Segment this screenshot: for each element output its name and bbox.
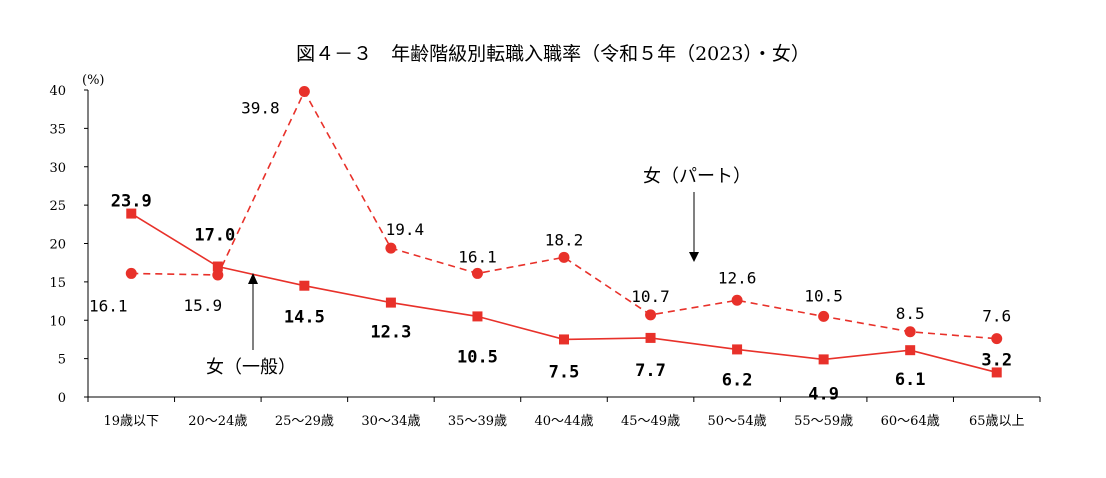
y-axis-unit-label: (%): [82, 73, 105, 88]
y-tick-label: 5: [58, 353, 66, 368]
x-tick-label: 65歳以上: [969, 414, 1025, 429]
data-label-1: 4.9: [808, 384, 839, 404]
y-tick-label: 20: [49, 238, 66, 253]
data-label-0: 12.6: [718, 268, 757, 287]
data-label-0: 39.8: [241, 99, 280, 118]
data-label-0: 8.5: [896, 304, 925, 323]
data-point-square: [472, 311, 483, 322]
data-label-1: 7.5: [549, 362, 580, 382]
y-tick-label: 0: [58, 391, 66, 406]
y-tick-label: 35: [49, 122, 66, 137]
data-point-square: [732, 344, 743, 355]
data-point-circle: [212, 269, 224, 281]
data-point-square: [126, 208, 137, 219]
y-tick-label: 10: [49, 314, 66, 329]
x-tick-label: 55～59歳: [794, 414, 853, 429]
data-label-0: 10.7: [631, 287, 670, 306]
data-label-1: 14.5: [284, 308, 325, 328]
y-tick-label: 25: [49, 199, 66, 214]
data-label-1: 3.2: [981, 350, 1012, 370]
data-point-circle: [991, 333, 1003, 345]
x-tick-label: 60～64歳: [881, 414, 940, 429]
x-tick-label: 30～34歳: [361, 414, 420, 429]
data-point-square: [991, 367, 1002, 378]
data-labels: 16.1 15.9 39.8 19.4 16.1 18.2 10.7 12.6 10.5 8.5 7…: [89, 99, 1012, 405]
data-point-circle: [558, 251, 570, 263]
data-point-square: [645, 332, 656, 343]
data-point-circle: [471, 267, 483, 279]
x-tick-label: 20～24歳: [188, 414, 247, 429]
data-point-square: [212, 261, 223, 272]
x-tick-label: 35～39歳: [448, 414, 507, 429]
data-point-circle: [385, 242, 397, 254]
data-point-circle: [818, 310, 830, 322]
data-label-0: 16.1: [458, 247, 497, 266]
arrow-head-general: [248, 273, 258, 284]
y-axis-ticks: 0 5 10 15 20 25 30 35 40: [49, 84, 88, 406]
data-label-0: 15.9: [184, 296, 223, 315]
data-label-0: 7.6: [982, 307, 1011, 326]
data-label-0: 16.1: [89, 296, 128, 315]
data-label-1: 23.9: [111, 192, 152, 212]
x-tick-label: 25～29歳: [275, 414, 334, 429]
data-label-1: 7.7: [635, 361, 666, 381]
data-label-0: 18.2: [545, 230, 584, 249]
y-tick-label: 40: [49, 84, 66, 99]
data-point-square: [559, 334, 569, 345]
data-label-1: 6.1: [895, 370, 926, 390]
data-point-square: [299, 280, 310, 291]
x-tick-label: 45～49歳: [621, 414, 680, 429]
x-tick-label: 40～44歳: [534, 414, 593, 429]
y-tick-label: 15: [49, 276, 66, 291]
data-label-1: 17.0: [194, 226, 235, 246]
x-tick-label: 19歳以下: [103, 414, 159, 429]
data-label-1: 10.5: [457, 347, 498, 367]
data-point-square: [905, 345, 916, 356]
data-point-circle: [731, 294, 743, 306]
data-point-circle: [125, 267, 137, 279]
data-point-circle: [904, 326, 916, 338]
data-point-square: [818, 354, 829, 365]
x-axis-ticks: 19歳以下 20～24歳 25～29歳 30～34歳 35～39歳 40～44歳 45～49…: [87, 397, 1041, 429]
x-tick-label: 50～54歳: [708, 414, 767, 429]
data-point-circle: [298, 86, 310, 98]
series-layer: [125, 86, 1003, 378]
data-point-square: [385, 297, 396, 308]
y-tick-label: 30: [49, 161, 66, 176]
chart-title: 図４－３ 年齢階級別転職入職率（令和５年（2023）・女）: [296, 43, 810, 65]
arrow-head-part: [689, 252, 699, 262]
data-label-0: 10.5: [804, 286, 843, 305]
series-label-general: 女（一般）: [206, 357, 296, 378]
data-label-1: 6.2: [722, 370, 753, 390]
series-label-part: 女（パート）: [643, 166, 751, 187]
data-label-0: 19.4: [386, 220, 425, 239]
data-label-1: 12.3: [370, 323, 411, 343]
data-point-circle: [645, 309, 657, 321]
series-line-0: [131, 89, 997, 340]
